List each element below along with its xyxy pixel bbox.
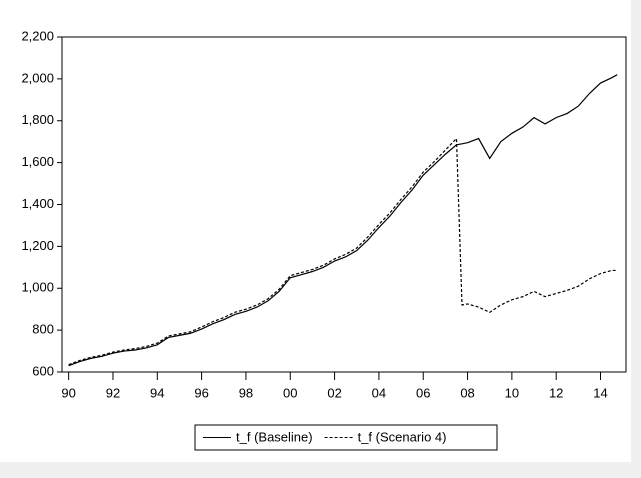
plot-frame bbox=[61, 36, 627, 373]
x-tick-label: 94 bbox=[150, 385, 164, 400]
x-tick-label: 96 bbox=[194, 385, 208, 400]
y-tick-label: 1,000 bbox=[21, 280, 54, 295]
x-tick-label: 06 bbox=[416, 385, 430, 400]
y-tick-label: 1,200 bbox=[21, 238, 54, 253]
x-tick-label: 14 bbox=[593, 385, 607, 400]
margin-bottom bbox=[0, 462, 641, 478]
y-tick-label: 600 bbox=[32, 363, 54, 378]
x-tick-label: 08 bbox=[460, 385, 474, 400]
margin-right bbox=[631, 0, 641, 478]
x-tick-label: 02 bbox=[327, 385, 341, 400]
y-tick-label: 1,600 bbox=[21, 154, 54, 169]
y-tick-label: 800 bbox=[32, 322, 54, 337]
x-tick-label: 90 bbox=[61, 385, 75, 400]
y-tick-label: 2,200 bbox=[21, 28, 54, 43]
x-tick-label: 92 bbox=[106, 385, 120, 400]
x-tick-label: 04 bbox=[372, 385, 386, 400]
x-tick-label: 98 bbox=[239, 385, 253, 400]
legend-label: t_f (Scenario 4) bbox=[358, 429, 447, 444]
x-tick-label: 10 bbox=[505, 385, 519, 400]
y-tick-label: 1,400 bbox=[21, 196, 54, 211]
y-tick-label: 1,800 bbox=[21, 112, 54, 127]
series-line bbox=[68, 74, 618, 367]
x-tick-label: 00 bbox=[283, 385, 297, 400]
y-tick-label: 2,000 bbox=[21, 70, 54, 85]
legend-label: t_f (Baseline) bbox=[236, 429, 313, 444]
x-tick-label: 12 bbox=[549, 385, 563, 400]
